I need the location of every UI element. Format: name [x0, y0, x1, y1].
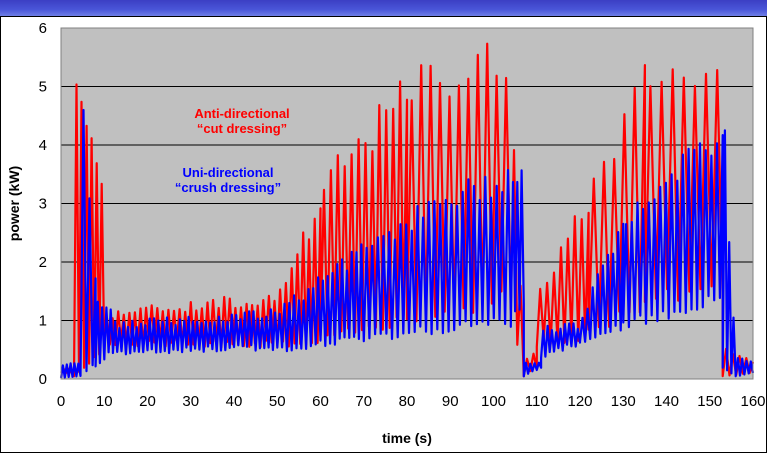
x-tick-label: 10 [96, 393, 113, 410]
x-tick-label: 100 [481, 393, 506, 410]
y-tick-label: 6 [39, 20, 47, 37]
y-tick-label: 2 [39, 254, 47, 271]
series-anti-line [60, 42, 755, 378]
x-tick-label: 110 [525, 393, 549, 410]
x-tick-label: 120 [567, 393, 592, 410]
y-tick-labels: 0 1 2 3 4 5 6 [39, 20, 47, 388]
annotation-anti-line-1: “cut dressing” [197, 121, 287, 136]
series-uni-line [59, 108, 755, 379]
y-tick-label: 0 [39, 371, 47, 388]
x-tick-label: 50 [269, 393, 286, 410]
x-axis-label: time (s) [382, 430, 432, 446]
x-tick-label: 150 [697, 393, 722, 410]
y-tick-label: 4 [39, 137, 47, 154]
y-tick-label: 3 [39, 196, 47, 213]
plot-border [60, 27, 754, 380]
annotation-uni-line-0: Uni-directional [182, 165, 273, 180]
x-tick-label: 30 [182, 393, 199, 410]
x-tick-label: 130 [611, 393, 636, 410]
x-tick-label: 80 [399, 393, 416, 410]
top-title-band [0, 0, 767, 16]
x-tick-label: 70 [355, 393, 372, 410]
x-tick-label: 20 [139, 393, 156, 410]
series-layer [59, 42, 755, 379]
y-axis-label: power (kW) [6, 166, 22, 241]
x-tick-label: 60 [312, 393, 329, 410]
series-annotations: Anti-directional“cut dressing” Uni-direct… [175, 106, 290, 195]
annotation-anti-line-0: Anti-directional [194, 106, 289, 121]
y-tick-label: 5 [39, 79, 47, 96]
y-tick-label: 1 [39, 313, 47, 330]
x-tick-labels: 0 10 20 30 40 50 60 70 80 90 100 110 120 130 140 150 160 [57, 393, 766, 410]
x-tick-label: 40 [226, 393, 243, 410]
x-tick-label: 160 [740, 393, 765, 410]
annotation-uni-line-1: “crush dressing” [175, 180, 281, 195]
x-tick-label: 90 [442, 393, 459, 410]
x-tick-label: 140 [654, 393, 679, 410]
x-tick-label: 0 [57, 393, 65, 410]
